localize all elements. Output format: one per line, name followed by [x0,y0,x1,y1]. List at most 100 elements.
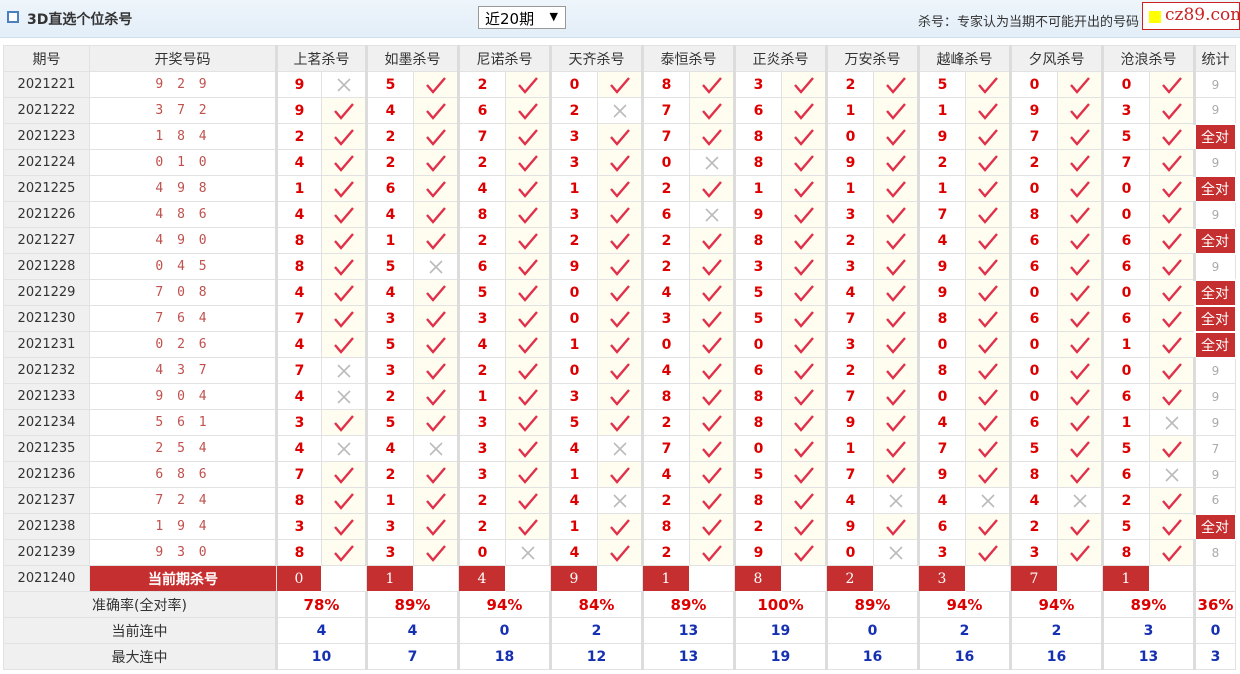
kill-number-cell: 3 [549,123,598,150]
cross-icon [873,487,919,514]
check-icon [597,279,643,306]
check-icon [413,487,459,514]
summary-stat: 0 [1193,617,1236,644]
period-cell: 2021232 [3,357,90,384]
check-icon [597,461,643,488]
kill-number-cell: 7 [275,357,322,384]
check-icon [873,357,919,384]
kill-number-cell: 8 [733,123,782,150]
kill-number-cell: 2 [457,513,506,540]
kill-number-cell: 2 [365,123,414,150]
check-icon [965,513,1011,540]
draw-number-cell: 1 9 4 [89,513,277,540]
kill-number-cell: 3 [275,513,322,540]
kill-number-cell: 8 [275,253,322,280]
check-icon [1057,123,1103,150]
cross-icon [1149,461,1195,488]
kill-number-cell: 4 [365,435,414,462]
current-kill-number: 0 [276,565,322,592]
kill-number-cell: 2 [825,227,874,254]
kill-number-note: 杀号：专家认为当期不可能开出的号码 收藏 [918,11,1169,30]
kill-number-cell: 2 [457,71,506,98]
summary-value: 94% [917,591,1011,618]
cross-icon [413,253,459,280]
kill-number-cell: 6 [1101,253,1150,280]
kill-number-cell: 4 [457,175,506,202]
col-expert: 天齐杀号 [549,45,643,72]
check-icon [781,539,827,566]
kill-number-cell: 2 [457,149,506,176]
check-icon [597,227,643,254]
period-select[interactable]: 近20期 ▼ [478,6,566,29]
summary-value: 19 [733,643,827,670]
check-icon [873,149,919,176]
kill-number-cell: 3 [733,253,782,280]
kill-number-cell: 3 [733,71,782,98]
period-cell: 2021229 [3,279,90,306]
check-icon [1057,409,1103,436]
checkbox-icon[interactable] [7,11,19,23]
check-icon [781,305,827,332]
kill-number-cell: 9 [275,71,322,98]
kill-number-cell: 2 [641,409,690,436]
kill-number-cell: 0 [457,539,506,566]
check-icon [689,175,735,202]
kill-number-cell: 5 [1101,435,1150,462]
kill-number-cell: 0 [917,383,966,410]
kill-number-cell: 4 [825,279,874,306]
kill-number-cell: 5 [1101,513,1150,540]
kill-number-cell: 1 [365,487,414,514]
kill-number-cell: 0 [917,331,966,358]
kill-number-cell: 9 [825,149,874,176]
kill-number-cell: 4 [275,383,322,410]
check-icon [965,175,1011,202]
check-icon [321,279,367,306]
check-icon [781,279,827,306]
period-select-value: 近20期 [485,10,535,28]
check-icon [1057,435,1103,462]
kill-number-cell: 3 [1009,539,1058,566]
kill-number-cell: 7 [917,201,966,228]
kill-number-cell: 0 [1009,175,1058,202]
stat-cell: 9 [1193,357,1236,384]
check-icon [689,539,735,566]
all-correct-badge: 全对 [1193,174,1237,203]
table-row: 2021225 4 9 8 1 6 4 1 2 1 1 1 0 0 全对 [3,174,1237,203]
check-icon [965,227,1011,254]
check-icon [597,539,643,566]
empty-cell [321,565,367,592]
all-correct-badge: 全对 [1193,226,1237,255]
check-icon [873,331,919,358]
check-icon [1057,461,1103,488]
check-icon [781,175,827,202]
check-icon [689,357,735,384]
check-icon [505,435,551,462]
summary-stat: 3 [1193,643,1236,670]
check-icon [505,149,551,176]
kill-number-cell: 2 [457,227,506,254]
kill-number-cell: 4 [917,227,966,254]
kill-number-cell: 9 [825,409,874,436]
check-icon [505,253,551,280]
kill-number-cell: 2 [457,487,506,514]
draw-number-cell: 0 2 6 [89,331,277,358]
kill-number-cell: 8 [1009,201,1058,228]
kill-number-cell: 2 [457,357,506,384]
period-cell: 2021222 [3,97,90,124]
kill-number-cell: 0 [1009,357,1058,384]
kill-number-cell: 4 [917,487,966,514]
period-cell: 2021235 [3,435,90,462]
summary-value: 89% [1101,591,1195,618]
kill-number-cell: 9 [733,539,782,566]
kill-number-cell: 9 [733,201,782,228]
check-icon [873,253,919,280]
check-icon [505,383,551,410]
current-kill-number: 4 [458,565,506,592]
check-icon [505,409,551,436]
stat-cell: 9 [1193,71,1236,98]
check-icon [965,357,1011,384]
stat-cell: 9 [1193,409,1236,436]
summary-value: 4 [365,617,459,644]
